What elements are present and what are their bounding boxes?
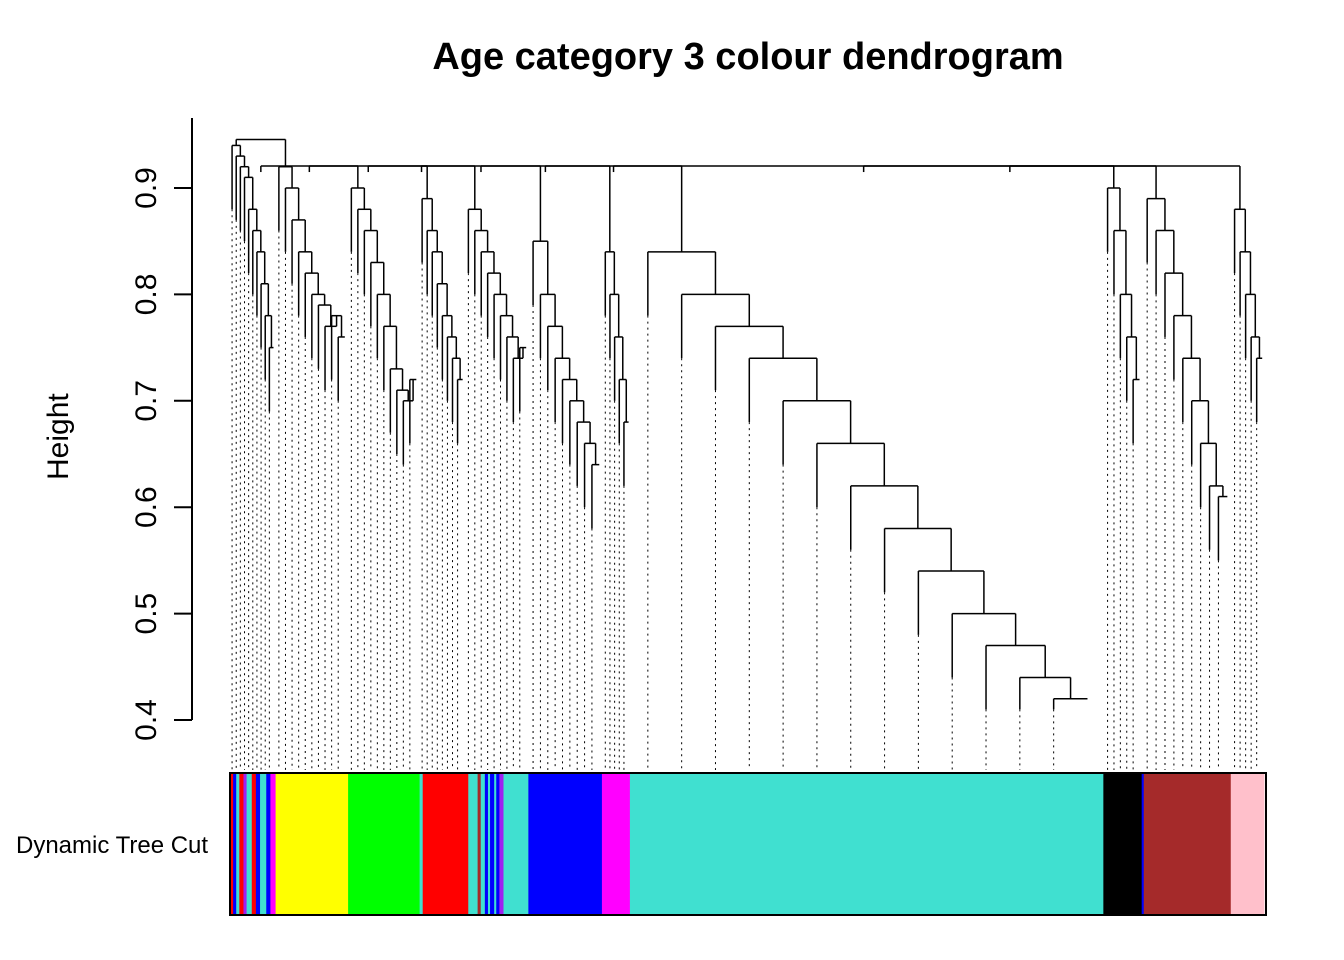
color-bar-segment-30	[1143, 773, 1232, 915]
color-bar-segment-0	[230, 773, 234, 915]
cluster-green	[350, 187, 417, 465]
color-bar-segment-19	[487, 773, 491, 915]
color-bar-segment-25	[528, 773, 603, 915]
color-bar-segment-15	[468, 773, 479, 915]
color-bar-segment-18	[484, 773, 489, 915]
color-bar-segment-9	[266, 773, 271, 915]
cluster-mixed-small	[231, 144, 274, 412]
cluster-blue	[532, 240, 600, 529]
cluster-magenta	[604, 251, 629, 486]
color-bar-segment-2	[236, 773, 240, 915]
y-tick-label-3: 0.7	[130, 380, 163, 422]
cluster-pink	[1233, 208, 1263, 423]
color-bar-segment-20	[490, 773, 495, 915]
color-bar-segment-7	[255, 773, 261, 915]
y-axis: 0.4 0.5 0.6 0.7 0.8 0.9	[130, 118, 193, 741]
color-bar-segment-28	[1103, 773, 1143, 915]
color-bar-segment-1	[233, 773, 237, 915]
color-bar-segment-13	[419, 773, 424, 915]
y-tick-label-2: 0.6	[130, 486, 163, 528]
color-bar-segment-12	[348, 773, 421, 915]
cluster-mixed-blue	[467, 208, 527, 423]
color-bar-segment-26	[601, 773, 631, 915]
color-bar-segment-14	[422, 773, 469, 915]
color-bar-segment-10	[270, 773, 277, 915]
cluster-red	[421, 197, 463, 444]
chart-title: Age category 3 colour dendrogram	[432, 36, 1064, 78]
leaf-guide-lines	[231, 209, 1258, 770]
color-bar-segment-31	[1230, 773, 1265, 915]
color-bar-segment-16	[477, 773, 482, 915]
color-bar-segment-27	[629, 773, 1104, 915]
y-tick-label-4: 0.8	[130, 274, 163, 316]
color-bar-label: Dynamic Tree Cut	[16, 832, 209, 859]
color-bar-segment-11	[275, 773, 349, 915]
color-bar-segment-24	[503, 773, 529, 915]
color-bar-segment-4	[243, 773, 248, 915]
y-tick-label-5: 0.9	[130, 167, 163, 209]
color-bar-segment-23	[499, 773, 505, 915]
color-bar	[229, 772, 1267, 916]
cluster-black	[1106, 187, 1140, 444]
y-tick-label-1: 0.5	[130, 593, 163, 635]
color-bar-segment-21	[494, 773, 497, 915]
dendrogram-tree	[231, 138, 1263, 710]
y-tick-label-0: 0.4	[130, 699, 163, 741]
color-bar-segment-6	[251, 773, 257, 915]
color-bar-segment-17	[480, 773, 486, 915]
cluster-turquoise	[647, 251, 1088, 710]
color-bar-frame	[229, 772, 1267, 916]
color-bar-segment-22	[496, 773, 500, 915]
color-bar-segment-8	[260, 773, 267, 915]
cluster-brown	[1146, 197, 1228, 561]
color-bar-segment-29	[1141, 773, 1145, 915]
color-bar-segment-3	[239, 773, 244, 915]
color-bar-segment-5	[246, 773, 253, 915]
